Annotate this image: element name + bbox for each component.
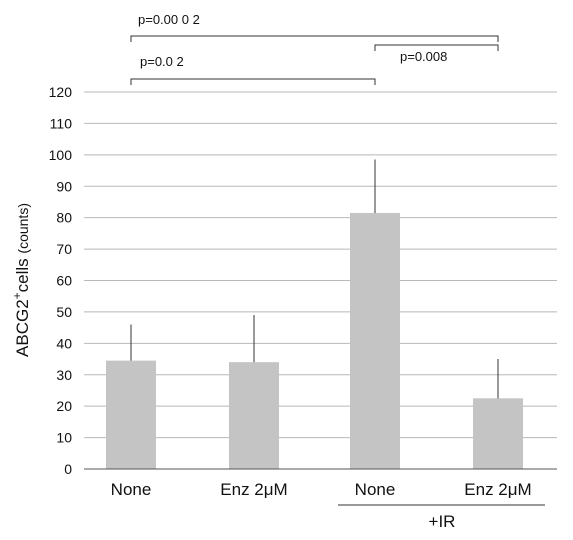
group-annotation: +IR [338, 504, 545, 531]
p-value-label: p=0.00 0 2 [138, 12, 200, 27]
y-axis-label: ABCG2+cells (counts) [10, 203, 32, 357]
bar [106, 360, 156, 469]
category-label: Enz 2μM [220, 480, 287, 499]
y-tick-label: 30 [56, 367, 72, 383]
y-tick-label: 80 [56, 210, 72, 226]
bar [229, 362, 279, 469]
y-tick-label: 60 [56, 273, 72, 289]
gridlines [84, 91, 557, 439]
x-axis-labels: None Enz 2μM None Enz 2μM [111, 480, 532, 499]
group-label: +IR [429, 512, 456, 531]
y-tick-label: 90 [56, 178, 72, 194]
p-value-label: p=0.008 [400, 49, 447, 64]
y-tick-label: 20 [56, 398, 72, 414]
bar [350, 212, 400, 469]
category-label: Enz 2μM [464, 480, 531, 499]
p-value-label: p=0.0 2 [140, 54, 184, 69]
y-tick-label: 50 [56, 304, 72, 320]
bars [106, 212, 523, 469]
y-axis-ticks: 0 10 20 30 40 50 60 70 80 90 100 110 120 [49, 84, 73, 477]
y-tick-label: 110 [50, 115, 73, 131]
y-tick-label: 10 [56, 430, 72, 446]
significance-brackets: p=0.00 0 2 p=0.0 2 p=0.008 [130, 12, 499, 85]
category-label: None [111, 480, 152, 499]
y-tick-label: 100 [49, 147, 73, 163]
y-tick-label: 0 [64, 461, 72, 477]
significance-bracket [130, 35, 499, 42]
y-tick-label: 120 [49, 84, 73, 100]
significance-bracket [374, 44, 499, 51]
bar [473, 398, 523, 469]
error-bars [130, 159, 499, 399]
significance-bracket [130, 78, 376, 85]
y-tick-label: 40 [56, 335, 72, 351]
category-label: None [355, 480, 396, 499]
y-tick-label: 70 [56, 241, 72, 257]
